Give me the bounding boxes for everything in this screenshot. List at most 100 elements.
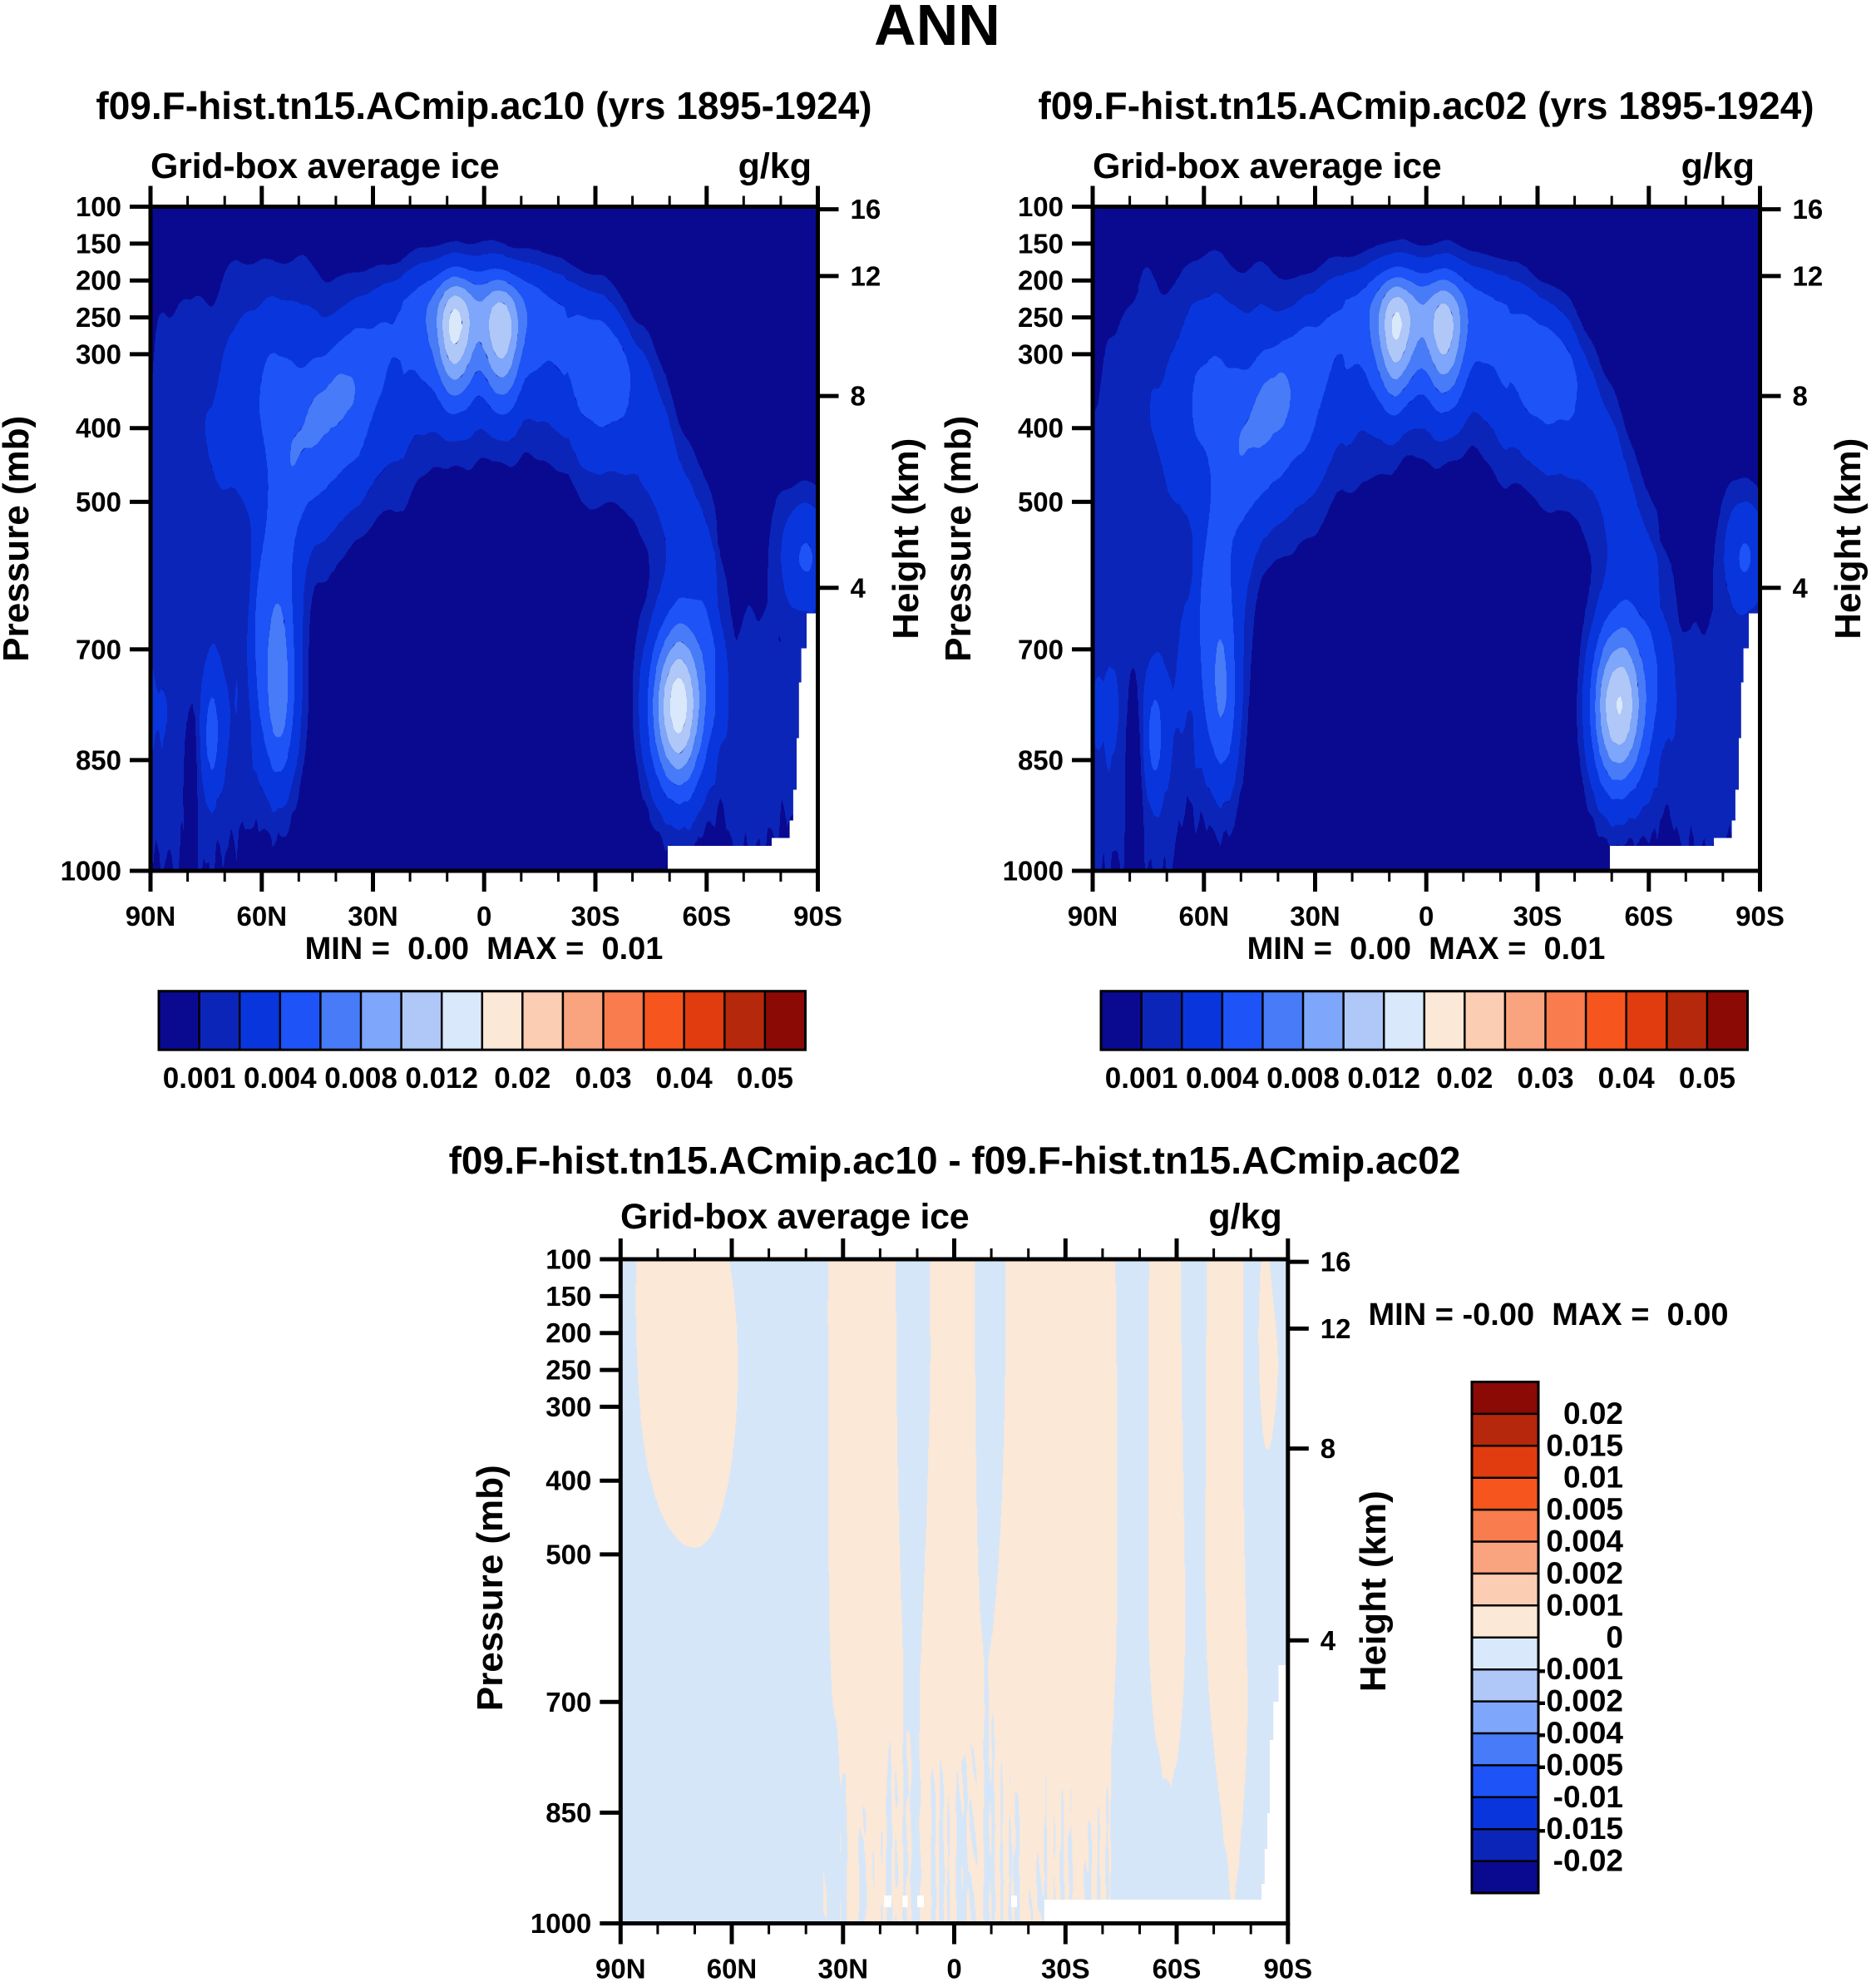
svg-text:0.004: 0.004 — [244, 1062, 317, 1095]
svg-text:700: 700 — [546, 1687, 591, 1718]
svg-text:90N: 90N — [126, 901, 176, 932]
svg-text:850: 850 — [1018, 744, 1064, 775]
svg-text:500: 500 — [546, 1539, 591, 1569]
svg-text:0.05: 0.05 — [737, 1062, 793, 1095]
svg-text:150: 150 — [1018, 228, 1064, 259]
svg-text:400: 400 — [1018, 413, 1064, 443]
svg-text:-0.001: -0.001 — [1536, 1652, 1623, 1686]
svg-text:0.012: 0.012 — [1347, 1062, 1420, 1095]
svg-text:-0.015: -0.015 — [1536, 1812, 1623, 1846]
svg-text:0.01: 0.01 — [1563, 1461, 1623, 1495]
svg-text:f09.F-hist.tn15.ACmip.ac10 (yr: f09.F-hist.tn15.ACmip.ac10 (yrs 1895-192… — [96, 84, 871, 127]
svg-text:4: 4 — [1793, 572, 1809, 603]
svg-text:MIN = 0.00 MAX = 0.01: MIN = 0.00 MAX = 0.01 — [305, 932, 664, 966]
svg-text:0.05: 0.05 — [1679, 1062, 1735, 1095]
svg-text:0.005: 0.005 — [1546, 1492, 1623, 1526]
svg-text:30S: 30S — [1513, 901, 1563, 932]
svg-text:0.04: 0.04 — [1598, 1062, 1656, 1095]
svg-text:8: 8 — [851, 381, 866, 412]
svg-text:Pressure (mb): Pressure (mb) — [938, 416, 979, 662]
svg-text:0.004: 0.004 — [1186, 1062, 1259, 1095]
svg-text:700: 700 — [1018, 634, 1064, 665]
svg-text:30N: 30N — [348, 901, 398, 932]
svg-text:Grid-box average ice: Grid-box average ice — [151, 146, 499, 186]
svg-text:100: 100 — [546, 1244, 591, 1275]
svg-text:700: 700 — [76, 634, 121, 665]
svg-text:0.04: 0.04 — [656, 1062, 713, 1095]
svg-text:0.002: 0.002 — [1546, 1556, 1623, 1590]
svg-text:1000: 1000 — [531, 1908, 591, 1939]
svg-text:0.001: 0.001 — [1546, 1588, 1623, 1622]
svg-text:200: 200 — [546, 1317, 591, 1348]
svg-text:60N: 60N — [237, 901, 288, 932]
svg-text:90N: 90N — [595, 1954, 646, 1984]
svg-text:30N: 30N — [1290, 901, 1340, 932]
svg-text:MIN = 0.00 MAX = 0.01: MIN = 0.00 MAX = 0.01 — [1247, 932, 1606, 966]
svg-text:0: 0 — [946, 1954, 961, 1984]
svg-text:1000: 1000 — [61, 856, 121, 887]
svg-text:0.008: 0.008 — [324, 1062, 397, 1095]
svg-text:0: 0 — [476, 901, 491, 932]
svg-text:12: 12 — [851, 260, 881, 291]
svg-text:f09.F-hist.tn15.ACmip.ac02 (yr: f09.F-hist.tn15.ACmip.ac02 (yrs 1895-192… — [1038, 84, 1814, 127]
svg-text:90S: 90S — [793, 901, 842, 932]
svg-text:60S: 60S — [1153, 1954, 1202, 1984]
svg-text:Grid-box average ice: Grid-box average ice — [1093, 146, 1441, 186]
svg-text:0.012: 0.012 — [405, 1062, 478, 1095]
svg-text:60N: 60N — [707, 1954, 758, 1984]
svg-text:90S: 90S — [1263, 1954, 1312, 1984]
svg-text:0.001: 0.001 — [163, 1062, 236, 1095]
svg-text:0: 0 — [1419, 901, 1434, 932]
svg-text:16: 16 — [851, 194, 881, 225]
svg-text:200: 200 — [1018, 265, 1064, 296]
svg-text:-0.002: -0.002 — [1536, 1684, 1623, 1718]
svg-text:250: 250 — [76, 302, 121, 333]
svg-text:0.004: 0.004 — [1546, 1525, 1623, 1559]
svg-text:Grid-box average ice: Grid-box average ice — [620, 1197, 969, 1237]
svg-text:Height (km): Height (km) — [886, 438, 926, 640]
svg-text:-0.01: -0.01 — [1553, 1780, 1623, 1814]
svg-text:g/kg: g/kg — [1681, 146, 1755, 186]
svg-text:60S: 60S — [1624, 901, 1673, 932]
svg-text:200: 200 — [76, 265, 121, 296]
svg-text:0.015: 0.015 — [1546, 1428, 1623, 1462]
svg-text:8: 8 — [1793, 381, 1808, 412]
svg-text:4: 4 — [1321, 1625, 1336, 1656]
svg-text:0.008: 0.008 — [1266, 1062, 1340, 1095]
svg-text:300: 300 — [546, 1391, 591, 1422]
svg-text:850: 850 — [546, 1797, 591, 1828]
svg-text:30S: 30S — [1041, 1954, 1090, 1984]
svg-text:16: 16 — [1793, 194, 1824, 225]
svg-text:g/kg: g/kg — [738, 146, 812, 186]
svg-text:500: 500 — [76, 487, 121, 517]
svg-text:-0.004: -0.004 — [1536, 1716, 1623, 1750]
svg-text:-0.02: -0.02 — [1553, 1844, 1623, 1878]
svg-text:100: 100 — [76, 191, 121, 222]
svg-text:0.001: 0.001 — [1105, 1062, 1178, 1095]
svg-text:Height (km): Height (km) — [1828, 438, 1869, 640]
svg-text:0.03: 0.03 — [1517, 1062, 1573, 1095]
svg-text:250: 250 — [1018, 302, 1064, 333]
svg-text:4: 4 — [851, 572, 866, 603]
svg-text:8: 8 — [1321, 1433, 1335, 1464]
svg-text:12: 12 — [1321, 1313, 1351, 1344]
svg-text:0.02: 0.02 — [494, 1062, 550, 1095]
svg-text:150: 150 — [76, 228, 121, 259]
svg-text:0.02: 0.02 — [1563, 1396, 1623, 1431]
svg-text:0.03: 0.03 — [575, 1062, 631, 1095]
svg-text:90N: 90N — [1068, 901, 1118, 932]
svg-text:Height (km): Height (km) — [1353, 1490, 1394, 1692]
svg-text:60S: 60S — [682, 901, 731, 932]
svg-text:150: 150 — [546, 1281, 591, 1312]
svg-text:Pressure (mb): Pressure (mb) — [470, 1465, 511, 1711]
svg-text:g/kg: g/kg — [1208, 1197, 1281, 1237]
svg-text:ANN: ANN — [874, 0, 1000, 57]
svg-text:0.02: 0.02 — [1436, 1062, 1493, 1095]
svg-text:100: 100 — [1018, 191, 1064, 222]
svg-text:300: 300 — [76, 339, 121, 369]
svg-text:f09.F-hist.tn15.ACmip.ac10 - f: f09.F-hist.tn15.ACmip.ac10 - f09.F-hist.… — [449, 1139, 1461, 1182]
svg-text:1000: 1000 — [1003, 856, 1064, 887]
svg-text:60N: 60N — [1179, 901, 1230, 932]
svg-text:16: 16 — [1321, 1247, 1351, 1278]
svg-text:300: 300 — [1018, 339, 1064, 369]
